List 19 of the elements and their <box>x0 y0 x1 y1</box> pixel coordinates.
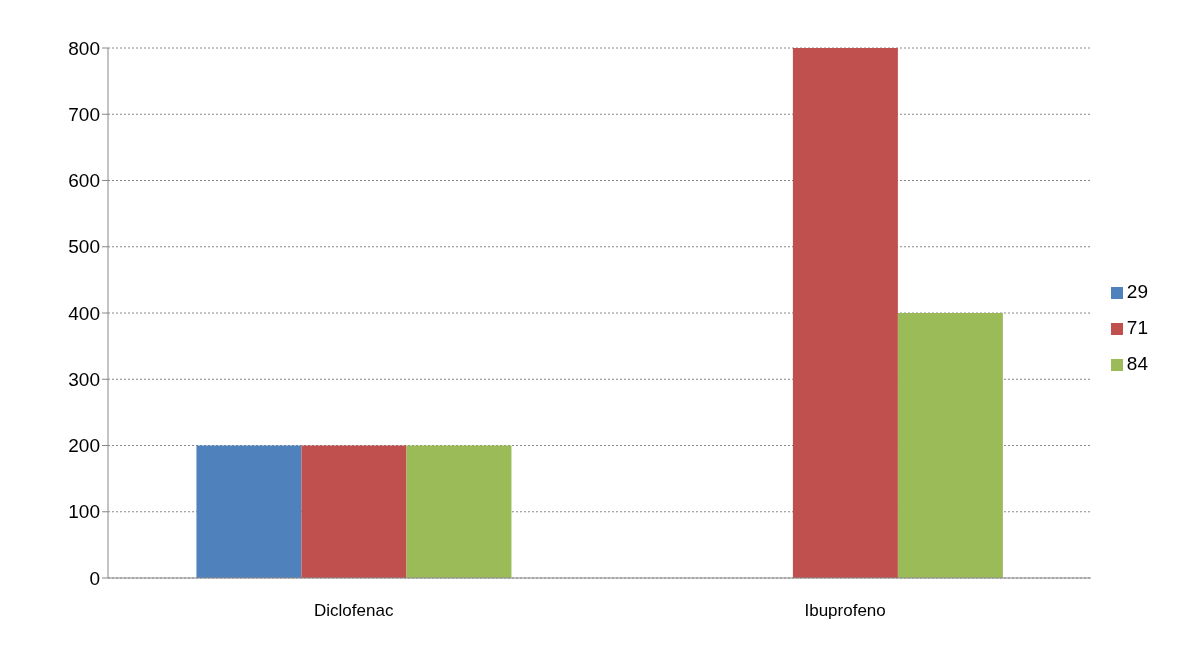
y-tick-label: 500 <box>68 236 100 258</box>
y-tick-label: 0 <box>89 567 100 589</box>
y-tick-label: 200 <box>68 435 100 457</box>
legend-label: 29 <box>1126 281 1148 302</box>
bar <box>196 445 302 578</box>
y-tick-label: 700 <box>68 104 100 125</box>
legend-label: 71 <box>1126 317 1148 338</box>
x-tick-label: Diclofenac <box>314 601 394 621</box>
bar <box>792 48 898 578</box>
y-tick-label: 300 <box>68 368 100 390</box>
bar <box>406 445 512 578</box>
bar <box>897 313 1003 578</box>
y-tick-label: 400 <box>68 302 100 324</box>
x-tick-label: Ibuprofeno <box>804 601 886 621</box>
bar <box>301 445 407 578</box>
y-tick-label: 100 <box>68 501 100 523</box>
y-tick-label: 800 <box>68 37 100 59</box>
legend-label: 84 <box>1126 353 1148 374</box>
y-tick-label: 600 <box>68 170 100 192</box>
